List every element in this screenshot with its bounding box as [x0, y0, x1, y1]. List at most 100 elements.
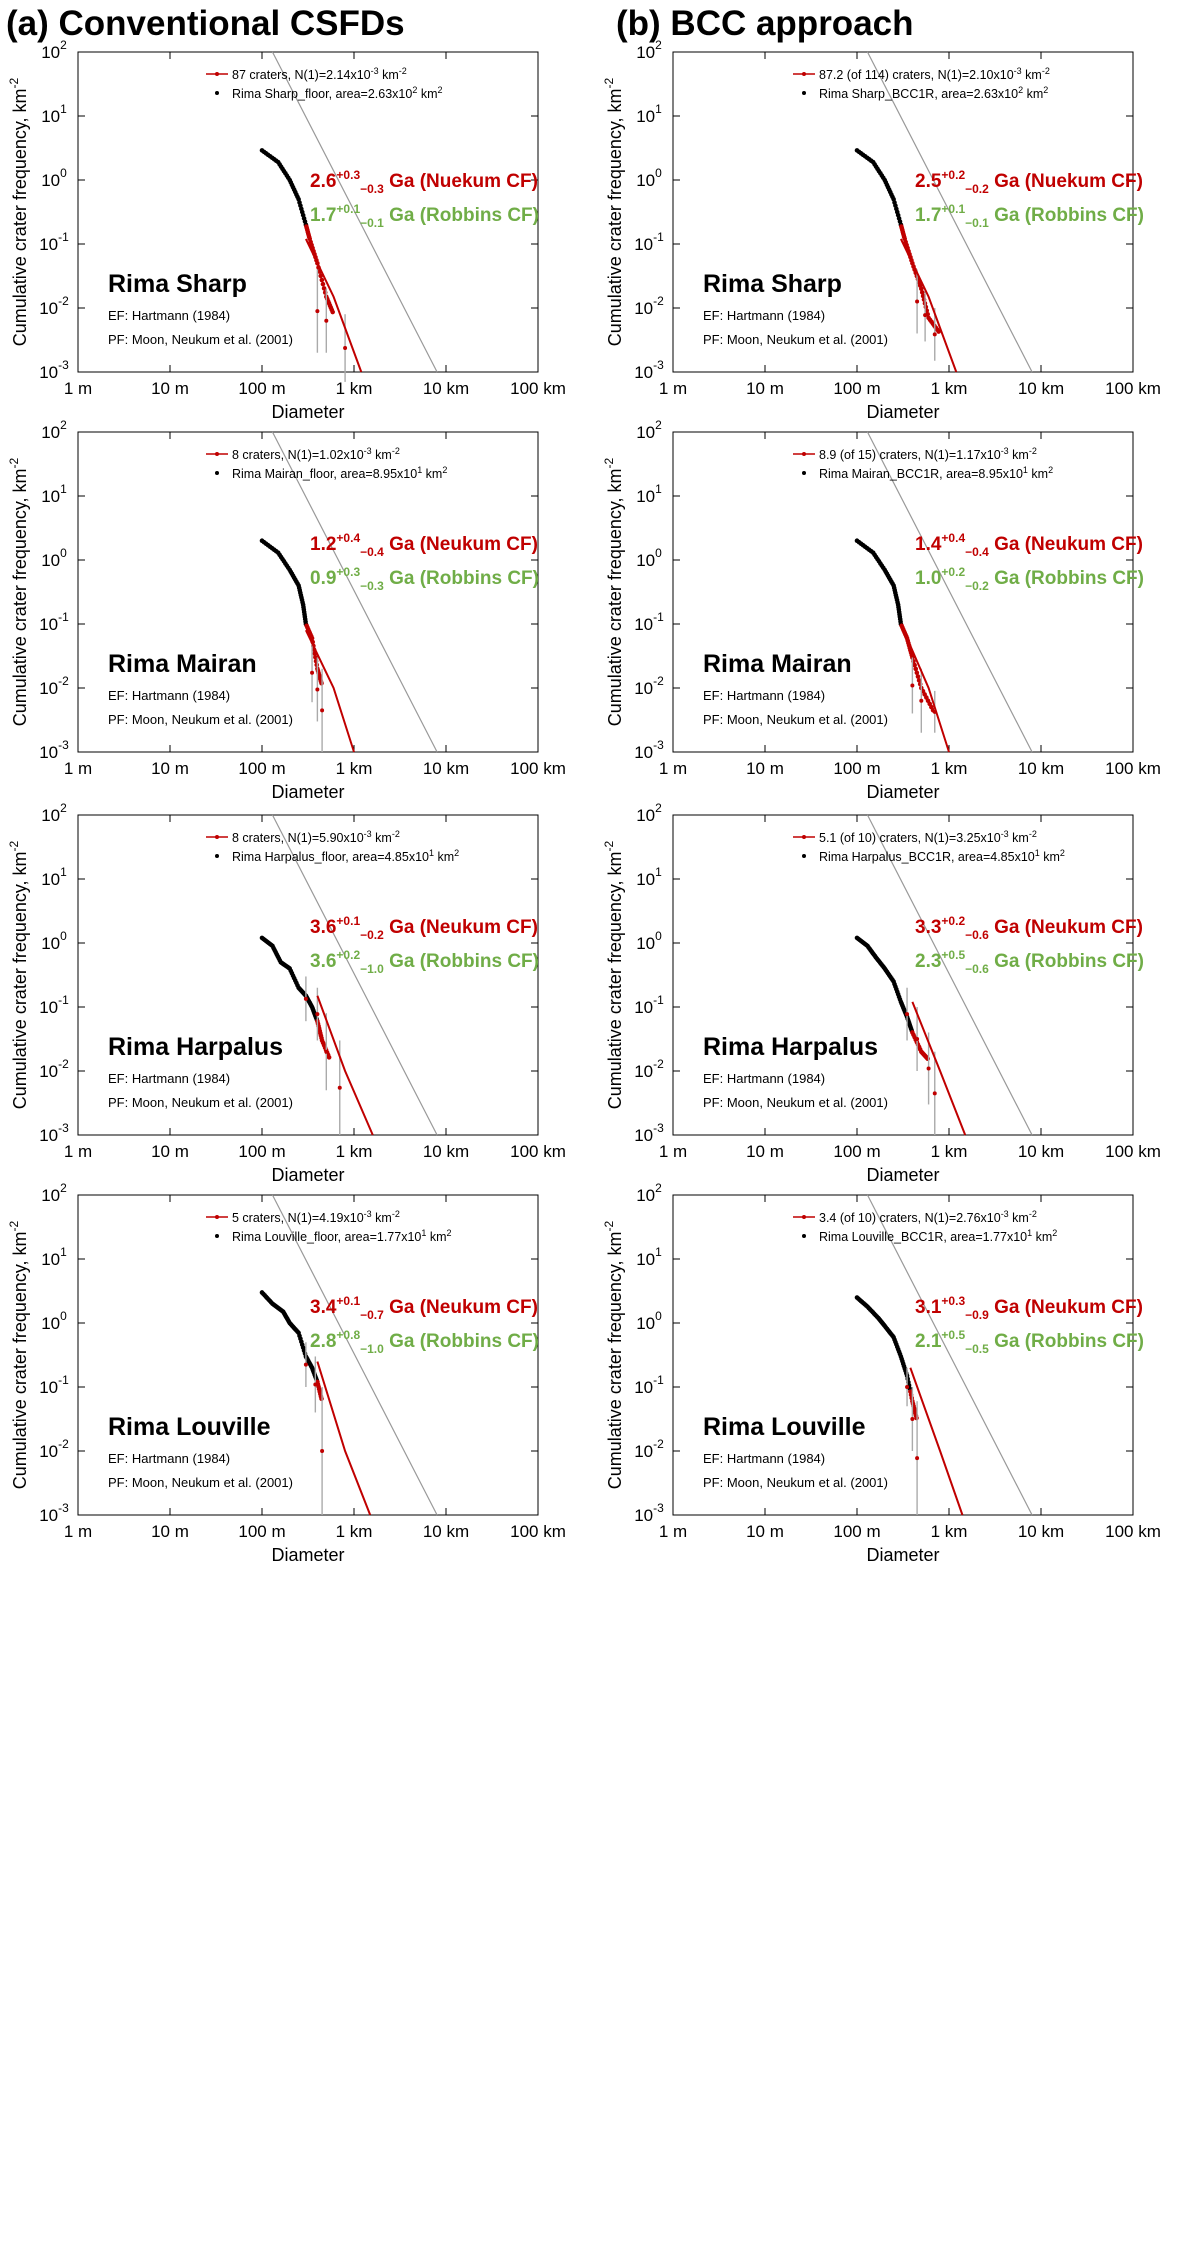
x-tick-label: 1 km	[931, 379, 968, 398]
production-fit-line	[899, 623, 950, 753]
crater-data-point	[919, 698, 924, 703]
y-tick-label: 100	[41, 929, 67, 953]
column-b-title: (b) BCC approach	[616, 4, 914, 43]
crater-data-point	[320, 708, 325, 713]
y-axis-label: Cumulative crater frequency, km-2	[7, 1220, 30, 1489]
y-tick-label: 10-2	[39, 674, 69, 698]
x-tick-label: 100 km	[1105, 1522, 1161, 1541]
robbins-age-label: 0.9+0.3−0.3 Ga (Robbins CF)	[310, 565, 539, 593]
x-tick-label: 100 km	[510, 1522, 566, 1541]
x-tick-label: 1 m	[64, 759, 92, 778]
panel-b3: 1 m 10 m 100 m 1 km 10 km 100 km 102 101 100 10-1…	[602, 801, 1161, 1185]
crater-data-point	[330, 309, 335, 315]
crater-data-point	[919, 286, 924, 292]
equilibrium-isochron	[866, 1194, 1033, 1516]
x-tick-label: 1 m	[64, 1142, 92, 1161]
y-tick-label: 102	[41, 38, 67, 62]
y-axis-label: Cumulative crater frequency, km-2	[7, 840, 30, 1109]
crater-data-point	[905, 1385, 910, 1389]
production-function-ref: PF: Moon, Neukum et al. (2001)	[108, 332, 293, 347]
robbins-age-label: 2.3+0.5−0.6 Ga (Robbins CF)	[915, 948, 1144, 976]
equilibrium-isochron	[271, 1194, 438, 1516]
y-tick-label: 102	[636, 418, 662, 442]
equilibrium-isochron	[866, 51, 1033, 373]
legend-fit-text: 8 craters, N(1)=5.90x10-3 km-2	[232, 829, 400, 845]
crater-data-point	[343, 346, 348, 351]
x-tick-label: 100 m	[238, 1522, 285, 1541]
equilibrium-function-ref: EF: Hartmann (1984)	[703, 688, 825, 703]
crater-data-point	[303, 1362, 308, 1367]
crater-data-point	[320, 281, 326, 287]
crater-data-point	[321, 286, 327, 291]
equilibrium-isochron	[271, 431, 438, 753]
crater-data-point	[919, 290, 925, 295]
x-tick-label: 10 m	[746, 759, 784, 778]
neukum-age-label: 3.1+0.3−0.9 Ga (Neukum CF)	[915, 1294, 1143, 1322]
x-tick-label: 1 km	[336, 759, 373, 778]
y-tick-label: 10-1	[634, 1373, 664, 1397]
x-axis-label: Diameter	[866, 1545, 939, 1565]
legend-fit-text: 3.4 (of 10) craters, N(1)=2.76x10-3 km-2	[819, 1209, 1037, 1225]
y-tick-label: 100	[636, 546, 662, 570]
equilibrium-function-ref: EF: Hartmann (1984)	[703, 1071, 825, 1086]
equilibrium-function-ref: EF: Hartmann (1984)	[108, 1451, 230, 1466]
y-axis-label: Cumulative crater frequency, km-2	[602, 457, 625, 726]
y-tick-label: 100	[636, 166, 662, 190]
rille-name: Rima Louville	[703, 1413, 866, 1441]
crater-data-point	[920, 293, 926, 299]
x-tick-label: 10 km	[1018, 379, 1064, 398]
production-fit-line	[316, 995, 374, 1136]
production-fit-line	[911, 1001, 967, 1136]
equilibrium-isochron	[271, 51, 438, 373]
legend-area-text: Rima Louville_floor, area=1.77x101 km2	[232, 1228, 452, 1244]
legend-area-text: Rima Sharp_BCC1R, area=2.63x102 km2	[819, 85, 1048, 101]
crater-data-point	[326, 1055, 332, 1060]
y-tick-label: 101	[636, 865, 662, 889]
equilibrium-function-ref: EF: Hartmann (1984)	[703, 308, 825, 323]
legend-fit-text: 8 craters, N(1)=1.02x10-3 km-2	[232, 446, 400, 462]
legend-fit-text: 8.9 (of 15) craters, N(1)=1.17x10-3 km-2	[819, 446, 1037, 462]
x-tick-label: 10 km	[1018, 1142, 1064, 1161]
robbins-age-label: 1.7+0.1−0.1 Ga (Robbins CF)	[915, 202, 1144, 230]
legend-fit-swatch	[215, 835, 219, 839]
column-a-title: (a) Conventional CSFDs	[6, 4, 405, 43]
legend-fit-text: 87 craters, N(1)=2.14x10-3 km-2	[232, 66, 407, 82]
y-tick-label: 10-2	[634, 294, 664, 318]
x-tick-label: 100 m	[833, 759, 880, 778]
robbins-age-label: 2.8+0.8−1.0 Ga (Robbins CF)	[310, 1328, 539, 1356]
panel-b4: 1 m 10 m 100 m 1 km 10 km 100 km 102 101 100 10-1…	[602, 1181, 1161, 1565]
x-tick-label: 1 km	[336, 1522, 373, 1541]
x-tick-label: 100 m	[833, 1142, 880, 1161]
x-tick-label: 100 m	[238, 759, 285, 778]
y-tick-label: 10-2	[634, 1057, 664, 1081]
x-tick-label: 1 m	[659, 379, 687, 398]
y-tick-label: 10-3	[634, 1501, 664, 1525]
plot-frame	[77, 431, 539, 753]
crater-data-point	[932, 1091, 937, 1096]
legend-area-text: Rima Sharp_floor, area=2.63x102 km2	[232, 85, 443, 101]
y-tick-label: 102	[636, 801, 662, 825]
x-tick-label: 100 m	[238, 1142, 285, 1161]
neukum-age-label: 2.5+0.2−0.2 Ga (Nuekum CF)	[915, 168, 1143, 196]
x-tick-label: 10 m	[746, 379, 784, 398]
y-tick-label: 10-1	[39, 993, 69, 1017]
y-tick-label: 10-1	[39, 230, 69, 254]
rille-name: Rima Sharp	[703, 270, 842, 298]
production-function-ref: PF: Moon, Neukum et al. (2001)	[108, 1095, 293, 1110]
x-tick-label: 100 m	[833, 379, 880, 398]
x-tick-label: 10 km	[1018, 759, 1064, 778]
legend-data-swatch	[802, 1234, 806, 1238]
equilibrium-isochron	[866, 814, 1033, 1136]
legend-data-swatch	[215, 854, 219, 858]
plot-frame	[672, 51, 1134, 373]
x-axis-label: Diameter	[271, 1165, 344, 1185]
crater-data-point	[310, 670, 315, 675]
legend-data-swatch	[802, 91, 806, 95]
x-tick-label: 1 km	[931, 1142, 968, 1161]
y-tick-label: 100	[636, 929, 662, 953]
y-tick-label: 101	[636, 482, 662, 506]
y-axis-label: Cumulative crater frequency, km-2	[602, 1220, 625, 1489]
equilibrium-function-ref: EF: Hartmann (1984)	[703, 1451, 825, 1466]
x-axis-label: Diameter	[866, 402, 939, 422]
legend-fit-text: 5 craters, N(1)=4.19x10-3 km-2	[232, 1209, 400, 1225]
